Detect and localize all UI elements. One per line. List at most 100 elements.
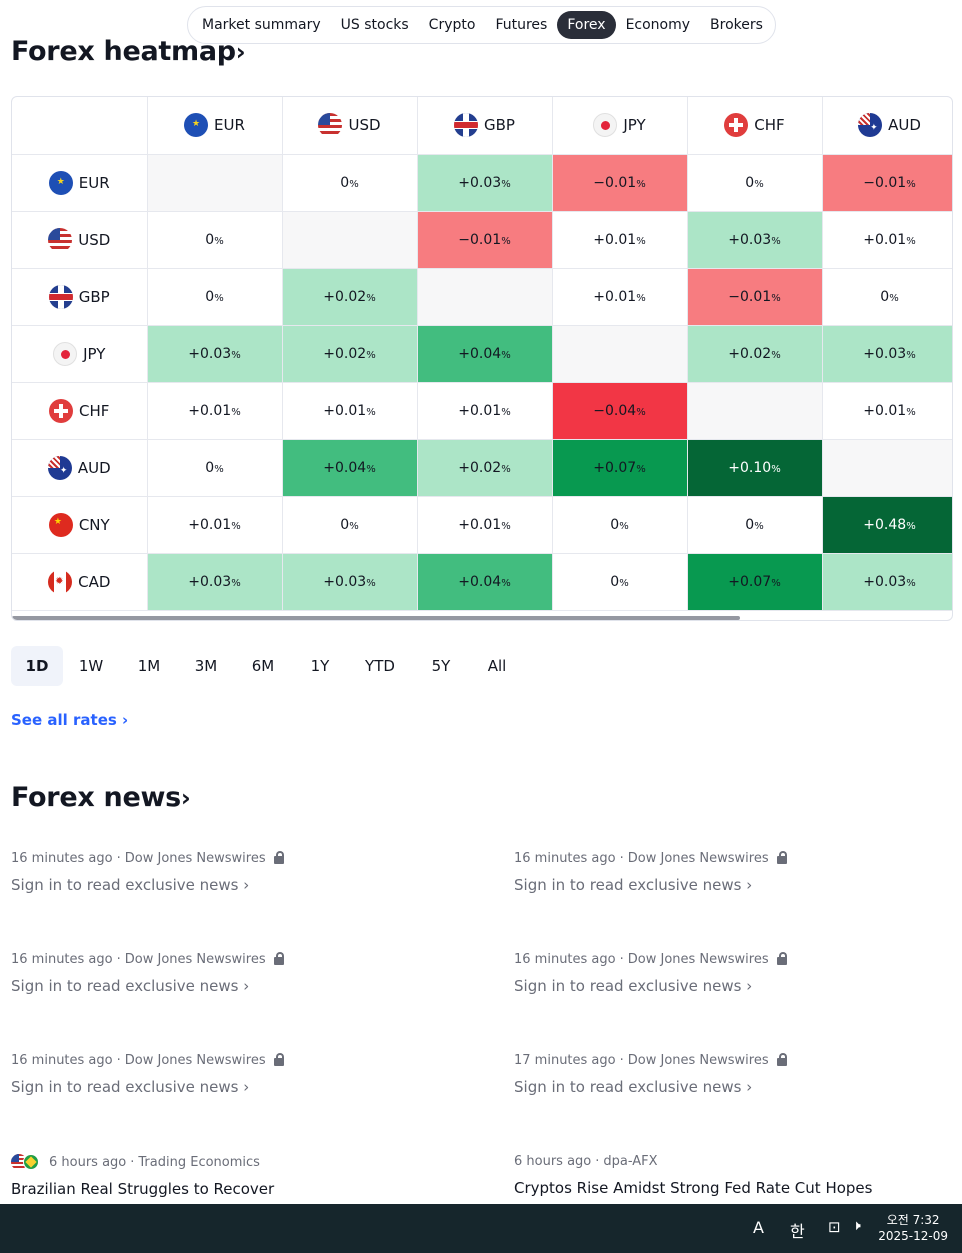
cell-value: +0.01 bbox=[323, 402, 367, 419]
currency-label-usd[interactable]: USD bbox=[12, 227, 147, 252]
heatmap-cell-jpy-usd[interactable]: +0.02% bbox=[281, 324, 418, 383]
heatmap-cell-eur-gbp[interactable]: +0.03% bbox=[416, 153, 553, 212]
system-clock[interactable]: 오전 7:32 2025-12-09 bbox=[878, 1212, 948, 1244]
heatmap-cell-cny-chf[interactable]: 0% bbox=[686, 495, 823, 554]
news-item[interactable]: 17 minutes ago · Dow Jones Newswires Sign… bbox=[514, 1052, 954, 1096]
period-ytd[interactable]: YTD bbox=[365, 657, 395, 675]
heatmap-cell-chf-gbp[interactable]: +0.01% bbox=[416, 381, 553, 440]
ime-korean-indicator[interactable]: 한 bbox=[790, 1222, 805, 1241]
currency-label-jpy[interactable]: JPY bbox=[553, 113, 687, 138]
period-1w[interactable]: 1W bbox=[78, 657, 104, 675]
currency-label-gbp[interactable]: GBP bbox=[12, 284, 147, 309]
period-6m[interactable]: 6M bbox=[251, 657, 275, 675]
heatmap-cell-usd-aud[interactable]: +0.01% bbox=[821, 210, 952, 269]
heatmap-cell-gbp-aud[interactable]: 0% bbox=[821, 267, 952, 326]
currency-label-usd[interactable]: USD bbox=[283, 113, 417, 138]
period-3m[interactable]: 3M bbox=[194, 657, 218, 675]
heatmap-cell-cny-gbp[interactable]: +0.01% bbox=[416, 495, 553, 554]
network-icon[interactable]: ⊡ bbox=[828, 1218, 841, 1236]
heatmap-cell-gbp-usd[interactable]: +0.02% bbox=[281, 267, 418, 326]
heatmap-cell-eur-chf[interactable]: 0% bbox=[686, 153, 823, 212]
heatmap-cell-chf-jpy[interactable]: −0.04% bbox=[551, 381, 688, 440]
period-all[interactable]: All bbox=[487, 657, 507, 675]
tab-futures[interactable]: Futures bbox=[495, 17, 548, 33]
heatmap-cell-chf-usd[interactable]: +0.01% bbox=[281, 381, 418, 440]
forex-news-title[interactable]: Forex news› bbox=[11, 782, 191, 813]
news-item[interactable]: 16 minutes ago · Dow Jones Newswires Sign… bbox=[11, 951, 451, 995]
news-item[interactable]: 16 minutes ago · Dow Jones Newswires Sign… bbox=[514, 951, 954, 995]
heatmap-cell-usd-gbp[interactable]: −0.01% bbox=[416, 210, 553, 269]
sign-in-link[interactable]: Sign in to read exclusive news › bbox=[514, 1078, 753, 1096]
period-1d[interactable]: 1D bbox=[11, 646, 63, 686]
heatmap-cell-cad-gbp[interactable]: +0.04% bbox=[416, 552, 553, 611]
currency-label-cad[interactable]: CAD bbox=[12, 569, 147, 594]
heatmap-cell-cad-usd[interactable]: +0.03% bbox=[281, 552, 418, 611]
currency-label-chf[interactable]: CHF bbox=[688, 113, 822, 138]
heatmap-cell-cny-eur[interactable]: +0.01% bbox=[146, 495, 283, 554]
heatmap-cell-aud-chf[interactable]: +0.10% bbox=[686, 438, 823, 497]
news-item[interactable]: 16 minutes ago · Dow Jones Newswires Sign… bbox=[11, 1052, 451, 1096]
heatmap-cell-usd-jpy[interactable]: +0.01% bbox=[551, 210, 688, 269]
heatmap-cell-aud-gbp[interactable]: +0.02% bbox=[416, 438, 553, 497]
currency-label-eur[interactable]: EUR bbox=[148, 113, 282, 138]
volume-icon[interactable]: 🕨 bbox=[852, 1218, 861, 1234]
sign-in-link[interactable]: Sign in to read exclusive news › bbox=[11, 876, 250, 894]
currency-label-eur[interactable]: EUR bbox=[12, 170, 147, 195]
news-item[interactable]: 6 hours ago · Trading Economics Brazilian… bbox=[11, 1154, 451, 1198]
currency-label-jpy[interactable]: JPY bbox=[12, 341, 147, 366]
heatmap-cell-aud-jpy[interactable]: +0.07% bbox=[551, 438, 688, 497]
see-all-rates-link[interactable]: See all rates › bbox=[11, 711, 129, 729]
cell-value: 0 bbox=[340, 516, 350, 533]
heatmap-cell-cny-aud[interactable]: +0.48% bbox=[821, 495, 952, 554]
sign-in-link[interactable]: Sign in to read exclusive news › bbox=[514, 977, 753, 995]
heatmap-cell-cad-aud[interactable]: +0.03% bbox=[821, 552, 952, 611]
sign-in-link[interactable]: Sign in to read exclusive news › bbox=[514, 876, 753, 894]
heatmap-cell-eur-aud[interactable]: −0.01% bbox=[821, 153, 952, 212]
currency-label-aud[interactable]: AUD bbox=[823, 113, 953, 138]
heatmap-cell-aud-usd[interactable]: +0.04% bbox=[281, 438, 418, 497]
sign-in-link[interactable]: Sign in to read exclusive news › bbox=[11, 1078, 250, 1096]
tab-us-stocks[interactable]: US stocks bbox=[340, 17, 409, 33]
tab-brokers[interactable]: Brokers bbox=[710, 17, 763, 33]
news-item[interactable]: 16 minutes ago · Dow Jones Newswires Sign… bbox=[514, 850, 954, 894]
heatmap-cell-cny-jpy[interactable]: 0% bbox=[551, 495, 688, 554]
currency-label-cny[interactable]: CNY bbox=[12, 512, 147, 537]
sign-in-link[interactable]: Sign in to read exclusive news › bbox=[11, 977, 250, 995]
ime-latin-indicator[interactable]: A bbox=[753, 1218, 764, 1237]
currency-label-gbp[interactable]: GBP bbox=[418, 113, 552, 138]
currency-label-aud[interactable]: AUD bbox=[12, 455, 147, 480]
heatmap-cell-chf-eur[interactable]: +0.01% bbox=[146, 381, 283, 440]
heatmap-cell-gbp-chf[interactable]: −0.01% bbox=[686, 267, 823, 326]
period-1m[interactable]: 1M bbox=[137, 657, 161, 675]
news-headline[interactable]: Brazilian Real Struggles to Recover bbox=[11, 1180, 275, 1198]
heatmap-cell-eur-jpy[interactable]: −0.01% bbox=[551, 153, 688, 212]
news-headline[interactable]: Cryptos Rise Amidst Strong Fed Rate Cut … bbox=[514, 1179, 873, 1197]
tab-market-summary[interactable]: Market summary bbox=[202, 17, 321, 33]
heatmap-cell-eur-usd[interactable]: 0% bbox=[281, 153, 418, 212]
news-item[interactable]: 16 minutes ago · Dow Jones Newswires Sign… bbox=[11, 850, 451, 894]
period-5y[interactable]: 5Y bbox=[431, 657, 451, 675]
tab-forex[interactable]: Forex bbox=[557, 11, 616, 39]
period-1y[interactable]: 1Y bbox=[310, 657, 330, 675]
heatmap-cell-aud-eur[interactable]: 0% bbox=[146, 438, 283, 497]
heatmap-cell-jpy-aud[interactable]: +0.03% bbox=[821, 324, 952, 383]
heatmap-cell-cad-chf[interactable]: +0.07% bbox=[686, 552, 823, 611]
currency-label-chf[interactable]: CHF bbox=[12, 398, 147, 423]
tab-economy[interactable]: Economy bbox=[625, 17, 691, 33]
heatmap-cell-cny-usd[interactable]: 0% bbox=[281, 495, 418, 554]
heatmap-cell-jpy-eur[interactable]: +0.03% bbox=[146, 324, 283, 383]
heatmap-cell-jpy-gbp[interactable]: +0.04% bbox=[416, 324, 553, 383]
heatmap-horizontal-scrollbar[interactable] bbox=[12, 616, 740, 620]
forex-heatmap-title[interactable]: Forex heatmap› bbox=[11, 36, 246, 67]
heatmap-cell-chf-aud[interactable]: +0.01% bbox=[821, 381, 952, 440]
heatmap-cell-jpy-chf[interactable]: +0.02% bbox=[686, 324, 823, 383]
heatmap-cell-gbp-jpy[interactable]: +0.01% bbox=[551, 267, 688, 326]
heatmap-cell-usd-chf[interactable]: +0.03% bbox=[686, 210, 823, 269]
tab-crypto[interactable]: Crypto bbox=[428, 17, 476, 33]
heatmap-cell-cad-jpy[interactable]: 0% bbox=[551, 552, 688, 611]
heatmap-cell-gbp-eur[interactable]: 0% bbox=[146, 267, 283, 326]
column-header-jpy: JPY bbox=[551, 97, 688, 155]
heatmap-cell-cad-eur[interactable]: +0.03% bbox=[146, 552, 283, 611]
heatmap-cell-usd-eur[interactable]: 0% bbox=[146, 210, 283, 269]
news-item[interactable]: 6 hours ago · dpa-AFX Cryptos Rise Amidst… bbox=[514, 1154, 954, 1197]
